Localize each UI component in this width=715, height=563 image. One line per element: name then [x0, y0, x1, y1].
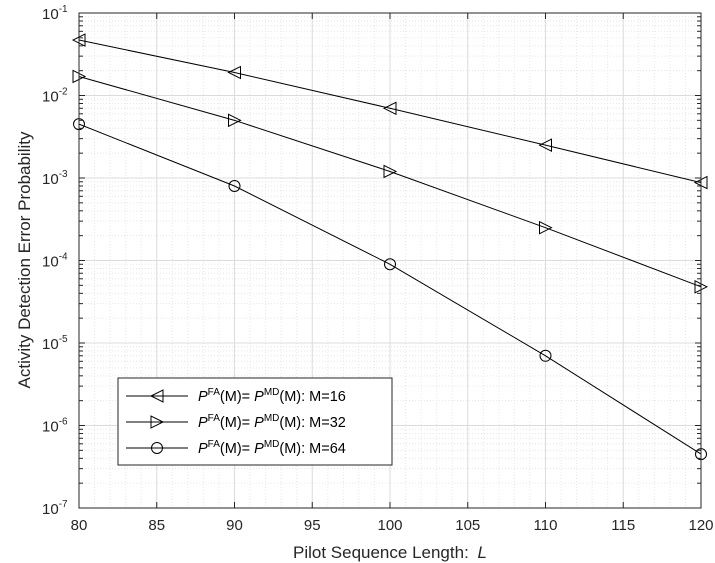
legend-text-part: (M)=: [220, 415, 254, 431]
legend-entry: PFA(M)= PMD(M): M=16: [126, 387, 346, 405]
y-tick-base: 10: [42, 419, 59, 436]
y-tick-exponent: -5: [59, 334, 68, 345]
legend-symbol: P: [198, 389, 208, 405]
y-tick-exponent: -1: [59, 4, 68, 15]
y-tick-labels: 10-110-210-310-410-510-610-7: [42, 4, 68, 518]
y-tick-base: 10: [42, 89, 59, 106]
y-tick-base: 10: [42, 254, 59, 271]
legend-symbol: P: [254, 441, 264, 457]
x-tick-label: 90: [226, 517, 243, 534]
y-tick-exponent: -4: [59, 252, 68, 263]
data-point-marker: [150, 415, 165, 429]
y-tick-label: 10-4: [42, 252, 68, 271]
legend-text-part: (M): M=64: [279, 441, 345, 457]
data-point-marker: [538, 138, 552, 152]
x-tick-label: 100: [377, 517, 402, 534]
data-point-marker: [383, 164, 398, 179]
data-point-marker: [539, 220, 553, 235]
y-tick-exponent: -3: [59, 169, 68, 180]
data-point-marker: [382, 101, 397, 116]
legend-superscript: MD: [264, 387, 280, 398]
y-tick-base: 10: [42, 336, 59, 353]
legend-text-part: (M)=: [220, 389, 254, 405]
y-tick-label: 10-7: [42, 499, 68, 518]
x-tick-labels: 80 85 90 95 100 105 110 115 120: [71, 517, 714, 534]
legend-text-part: (M): M=32: [279, 415, 345, 431]
y-tick-label: 10-3: [42, 169, 68, 188]
legend-text-part: (M)=: [220, 441, 254, 457]
legend-label: PFA(M)= PMD(M): M=16: [198, 387, 346, 405]
axis-ticks: [78, 12, 702, 509]
legend-entry: PFA(M)= PMD(M): M=64: [126, 439, 346, 457]
legend-text-part: (M): M=16: [279, 389, 345, 405]
y-tick-label: 10-6: [42, 417, 68, 436]
x-axis-variable: L: [478, 543, 487, 562]
legend-entry: PFA(M)= PMD(M): M=32: [126, 413, 346, 431]
legend-superscript: FA: [208, 439, 221, 450]
y-tick-base: 10: [42, 171, 59, 188]
data-point-marker: [228, 179, 241, 192]
series-line: [78, 123, 702, 455]
data-point-marker: [149, 389, 164, 403]
legend-symbol: P: [254, 389, 264, 405]
x-tick-label: 85: [148, 517, 165, 534]
y-tick-label: 10-1: [42, 4, 68, 23]
y-tick-base: 10: [42, 501, 59, 518]
x-tick-label: 110: [534, 517, 558, 534]
x-axis-title-text: Pilot Sequence Length:: [293, 543, 469, 562]
data-point-marker: [228, 113, 242, 128]
data-point-marker: [539, 349, 552, 362]
legend-superscript: FA: [208, 413, 221, 424]
x-axis-title: Pilot Sequence Length: L: [293, 543, 487, 562]
y-tick-label: 10-5: [42, 334, 68, 353]
legend-superscript: MD: [264, 439, 280, 450]
legend-label: PFA(M)= PMD(M): M=64: [198, 439, 346, 457]
major-grid: [79, 13, 701, 508]
legend-superscript: MD: [264, 413, 280, 424]
y-tick-exponent: -2: [59, 87, 68, 98]
y-tick-exponent: -6: [59, 417, 68, 428]
legend-superscript: FA: [208, 387, 221, 398]
data-point-marker: [227, 65, 241, 80]
x-tick-label: 120: [688, 517, 713, 534]
legend-label: PFA(M)= PMD(M): M=32: [198, 413, 346, 431]
x-tick-label: 80: [71, 517, 88, 534]
x-tick-label: 115: [611, 517, 635, 534]
data-point-marker: [384, 258, 396, 271]
y-tick-base: 10: [42, 6, 59, 23]
legend-symbol: P: [198, 415, 208, 431]
data-point-marker: [151, 442, 163, 454]
legend-symbol: P: [254, 415, 264, 431]
x-tick-label: 105: [455, 517, 480, 534]
legend-symbol: P: [198, 441, 208, 457]
y-tick-exponent: -7: [59, 499, 68, 510]
y-axis-title: Activity Detection Error Probability: [15, 131, 34, 388]
series-line: [78, 39, 702, 184]
series-line: [78, 76, 702, 288]
x-tick-label: 95: [304, 517, 321, 534]
y-tick-label: 10-2: [42, 87, 68, 106]
